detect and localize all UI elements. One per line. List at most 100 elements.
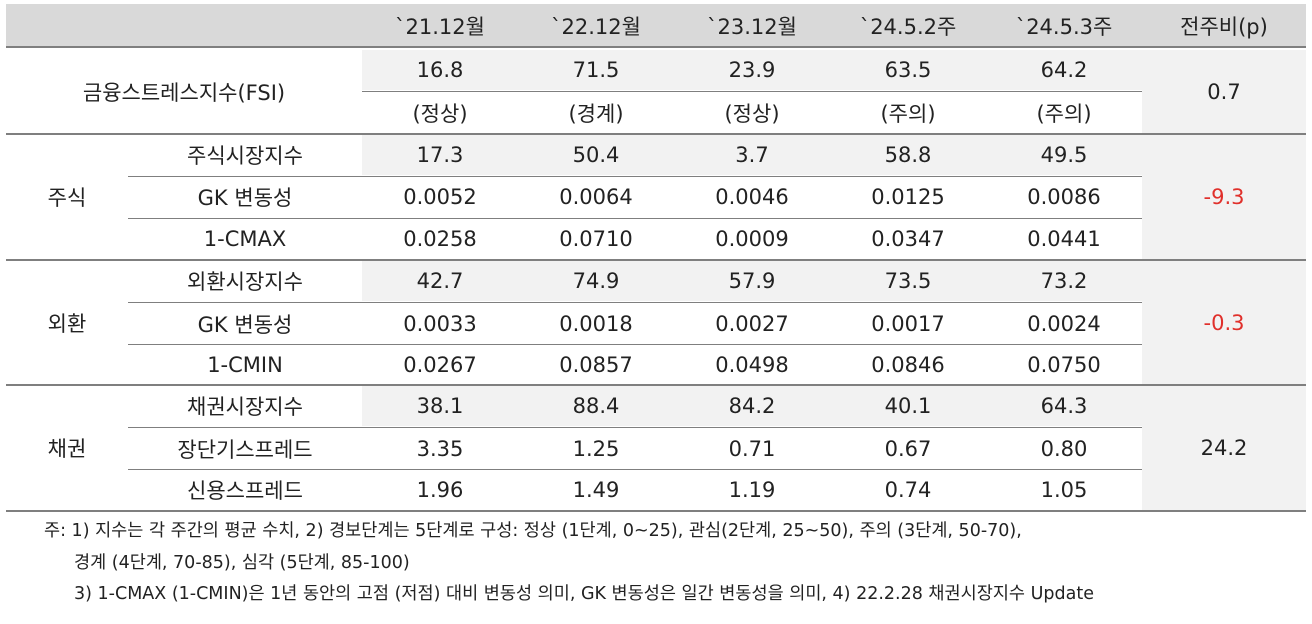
row-divider	[128, 469, 1142, 470]
row-label: 채권시장지수	[187, 395, 303, 419]
group-name: 채권	[47, 437, 87, 461]
fsi-change: 0.7	[1207, 80, 1241, 104]
section-divider	[6, 384, 1306, 386]
row-value: 64.3	[1040, 394, 1088, 418]
fsi-status: (정상)	[724, 102, 780, 126]
row-value: 74.9	[572, 269, 620, 293]
fsi-status: (주의)	[880, 102, 936, 126]
row-value: 50.4	[572, 143, 620, 167]
row-value: 0.0857	[559, 353, 633, 377]
fsi-value: 63.5	[884, 58, 932, 82]
row-value: 0.80	[1040, 436, 1088, 461]
row-value: 0.0498	[715, 353, 789, 377]
row-value: 0.0027	[715, 311, 789, 336]
fsi-change-shade	[1142, 50, 1306, 134]
row-value: 0.0018	[559, 311, 633, 336]
row-value: 0.0024	[1027, 311, 1101, 336]
fsi-status: (주의)	[1036, 102, 1092, 126]
row-label: 장단기스프레드	[177, 437, 313, 462]
row-value: 1.49	[572, 478, 620, 502]
row-value: 0.0017	[871, 311, 945, 336]
group-name: 주식	[47, 186, 87, 210]
row-value: 0.0052	[403, 185, 477, 209]
row-value: 1.05	[1040, 478, 1088, 502]
row-label: 1-CMIN	[207, 353, 283, 377]
row-value: 1.96	[416, 478, 464, 502]
row-divider	[128, 176, 1142, 177]
footnotes: 주: 1) 지수는 각 주간의 평균 수치, 2) 경보단계는 5단계로 구성:…	[44, 516, 1094, 611]
fx-change-shade	[1142, 260, 1306, 384]
row-value: 17.3	[416, 143, 464, 167]
table-header	[6, 4, 1306, 48]
row-value: 88.4	[572, 394, 620, 418]
stock-index-shade	[362, 135, 1142, 175]
row-value: 0.0125	[871, 185, 945, 209]
table-bottom-border	[6, 510, 1306, 512]
group-change: -9.3	[1203, 185, 1245, 209]
row-divider	[128, 344, 1142, 345]
fsi-divider	[362, 91, 1142, 92]
row-label: 신용스프레드	[187, 479, 303, 503]
row-divider	[128, 427, 1142, 428]
row-value: 0.0086	[1027, 185, 1101, 209]
fsi-status: (경계)	[568, 102, 624, 126]
header-change: 전주비(p)	[1180, 15, 1268, 39]
row-label: 1-CMAX	[203, 227, 287, 251]
row-label: 주식시장지수	[187, 144, 303, 168]
row-value: 0.0347	[871, 227, 945, 251]
fsi-value: 16.8	[416, 58, 464, 82]
fx-index-shade	[362, 260, 1142, 301]
row-label: GK 변동성	[197, 312, 293, 337]
row-value: 0.71	[728, 436, 776, 461]
group-change: -0.3	[1203, 311, 1245, 335]
group-name: 외환	[47, 312, 87, 336]
row-value: 73.2	[1040, 269, 1088, 293]
footnote-line: 경계 (4단계, 70-85), 심각 (5단계, 85-100)	[74, 552, 410, 573]
header-col-1: `21.12월	[395, 15, 485, 39]
row-value: 38.1	[416, 394, 464, 418]
row-value: 73.5	[884, 269, 932, 293]
row-value: 0.0267	[403, 353, 477, 377]
stock-change-shade	[1142, 135, 1306, 259]
header-blank	[6, 4, 362, 48]
row-label: 외환시장지수	[187, 270, 303, 294]
row-value: 0.0258	[403, 227, 477, 251]
row-value: 0.0710	[559, 227, 633, 251]
row-label: GK 변동성	[197, 186, 293, 210]
header-col-5: `24.5.3주	[1015, 15, 1113, 39]
row-value: 0.0441	[1027, 227, 1101, 251]
row-value: 0.0846	[871, 353, 945, 377]
bond-index-shade	[362, 386, 1142, 426]
fsi-value: 71.5	[572, 58, 620, 82]
row-value: 58.8	[884, 143, 932, 167]
section-divider	[6, 259, 1306, 261]
row-value: 0.74	[884, 478, 932, 502]
row-value: 0.0750	[1027, 353, 1101, 377]
row-value: 1.25	[572, 436, 620, 461]
fsi-value: 23.9	[728, 58, 776, 82]
header-col-2: `22.12월	[551, 15, 641, 39]
row-value: 0.0046	[715, 185, 789, 209]
row-value: 42.7	[416, 269, 464, 293]
row-value: 3.7	[735, 143, 769, 167]
header-col-4: `24.5.2주	[859, 15, 957, 39]
row-value: 57.9	[728, 269, 776, 293]
row-divider	[128, 218, 1142, 219]
header-col-3: `23.12월	[707, 15, 797, 39]
row-value: 0.67	[884, 436, 932, 461]
fsi-value-shade	[362, 50, 1142, 90]
fsi-status: (정상)	[412, 102, 468, 126]
fsi-table: `21.12월 `22.12월 `23.12월 `24.5.2주 `24.5.3…	[6, 4, 1306, 512]
row-value: 84.2	[728, 394, 776, 418]
row-divider	[128, 302, 1142, 303]
section-divider	[6, 133, 1306, 135]
row-value: 0.0033	[403, 311, 477, 336]
row-value: 1.19	[728, 478, 776, 502]
row-value: 40.1	[884, 394, 932, 418]
row-value: 0.0064	[559, 185, 633, 209]
fsi-value: 64.2	[1040, 58, 1088, 82]
group-change: 24.2	[1200, 436, 1248, 460]
row-value: 49.5	[1040, 143, 1088, 167]
footnote-line: 3) 1-CMAX (1-CMIN)은 1년 동안의 고점 (저점) 대비 변동…	[74, 584, 1094, 604]
bond-change-shade	[1142, 386, 1306, 510]
